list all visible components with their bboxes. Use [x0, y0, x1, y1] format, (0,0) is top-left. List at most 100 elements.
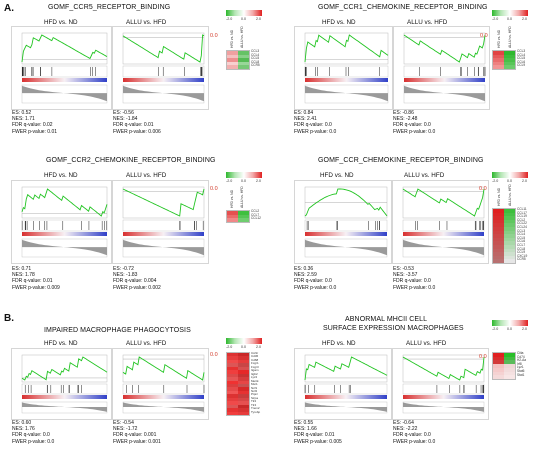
- rank-color-bar: [305, 232, 387, 236]
- scale-min: -2.0: [226, 179, 233, 183]
- es-value: ES: 0.36: [294, 266, 314, 272]
- rank-color-bar: [22, 395, 107, 399]
- gsea-svg: [21, 32, 108, 104]
- heatmap-cell: [238, 54, 249, 59]
- heatmap-gene-list: Csf1r Cd36 Cd68 Fcgr1 Fcgr3 Itgam Itgb2 Lyz2 Mer…: [251, 351, 260, 414]
- scale-min: -2.0: [492, 17, 499, 21]
- heatmap-cell: [238, 408, 249, 412]
- heatmap-cell: [227, 370, 238, 374]
- heatmap: [226, 352, 250, 416]
- stats-block: ES: -0.56 NES: -1.84 FDR q-value: 0.01 F…: [113, 110, 161, 135]
- panel-title: GOMF_CCR1_CHEMOKINE_RECEPTOR_BINDING: [318, 4, 488, 11]
- heatmap-gene-list: CCL3 CCL4 CCL5 CCL6 CCL9: [517, 49, 526, 68]
- heatmap-cell: [227, 411, 238, 415]
- heatmap-cell: [238, 363, 249, 367]
- heatmap-cell: [493, 230, 504, 235]
- nes-value: NES: -1.83: [113, 272, 138, 279]
- comparison-label: HFD vs. ND: [44, 19, 78, 26]
- scale-max: 2.0: [522, 327, 527, 331]
- heatmap-cell: [227, 408, 238, 412]
- rank-color-bar: [123, 78, 204, 82]
- gsea-plot: [294, 26, 393, 110]
- gsea-plot: [112, 26, 209, 110]
- gsea-svg: [402, 354, 485, 414]
- ranked-metric-area: [404, 85, 485, 102]
- gene-label: CCL4: [517, 52, 526, 57]
- gene-label: Cd36: [251, 354, 259, 359]
- nes-value: NES: 2.59: [294, 272, 317, 279]
- stats-block: ES: -0.54 NES: -1.72 FDR q-value: 0.001 …: [113, 420, 161, 445]
- panel-title-line-1: ABNORMAL MHCII CELL: [345, 316, 428, 323]
- heatmap-cell: [504, 65, 515, 69]
- heatmap-cell: [238, 377, 249, 381]
- color-scale-bar: [492, 320, 528, 326]
- es-value: ES: -0.53: [393, 266, 414, 272]
- panel-title: GOMF_CCR_CHEMOKINE_RECEPTOR_BINDING: [318, 157, 484, 164]
- heatmap-cell: [504, 248, 515, 253]
- fdr-value: FDR q-value: 0.0: [393, 278, 431, 285]
- fdr-value: FDR q-value: 0.0: [393, 122, 431, 129]
- scale-max: 2.0: [522, 17, 527, 21]
- fwer-value: FWER p-value: 0.002: [113, 284, 161, 291]
- heatmap-cell: [493, 209, 504, 213]
- heatmap-cell: [227, 353, 238, 357]
- heatmap-cell: [238, 61, 249, 66]
- es-value: ES: 0.84: [294, 110, 314, 116]
- fwer-value: FWER p-value: 0.0: [294, 128, 337, 135]
- heatmap-cell: [504, 375, 515, 379]
- es-value: ES: 0.60: [12, 420, 32, 426]
- comparison-label: ALLU vs. HFD: [407, 19, 448, 26]
- stats-block: ES: 0.60 NES: 1.76 FDR q-value: 0.0 FWER…: [12, 420, 54, 445]
- gsea-plot: [392, 180, 489, 264]
- gene-label: H2-Aa: [517, 358, 527, 363]
- fwer-value: FWER p-value: 0.0: [294, 284, 337, 291]
- gene-label: Sirpa: [251, 395, 259, 400]
- heatmap-cell: [504, 237, 515, 242]
- fwer-value: FWER p-value: 0.001: [113, 438, 161, 445]
- stats-block: ES: -0.53 NES: -3.57 FDR q-value: 0.0 FW…: [393, 266, 435, 291]
- gene-label: CCL24: [517, 224, 527, 229]
- heatmap-cell: [227, 363, 238, 367]
- nes-value: NES: 1.76: [12, 426, 35, 433]
- panel-title: GOMF_CCR5_RECEPTOR_BINDING: [48, 4, 171, 11]
- comparison-label: ALLU vs. HFD: [126, 340, 167, 347]
- fwer-value: FWER p-value: 0.0: [393, 128, 436, 135]
- scale-max: 2.0: [522, 179, 527, 183]
- scale-max: 2.0: [256, 345, 261, 349]
- running-es-curve: [402, 356, 485, 381]
- gene-label: Tlr2: [251, 399, 257, 404]
- es-value: ES: -0.56: [113, 110, 134, 116]
- nes-value: NES: -2.22: [393, 426, 418, 433]
- heatmap-cell: [493, 241, 504, 245]
- gene-label: Tlr4: [251, 402, 257, 407]
- color-scale-bar: [226, 172, 262, 178]
- running-es-curve: [122, 356, 205, 381]
- heatmap: [226, 50, 250, 70]
- fwer-value: FWER p-value: 0.009: [12, 284, 60, 291]
- es-value: ES: 0.55: [294, 420, 314, 426]
- heatmap-cell: [227, 218, 238, 222]
- heatmap-cell: [504, 241, 515, 245]
- es-frame: [402, 354, 485, 383]
- heatmap-cell: [493, 252, 504, 256]
- gene-label: CCL4: [517, 232, 526, 237]
- zero-label: 0.0: [210, 33, 218, 39]
- heatmap-cell: [493, 54, 504, 59]
- gene-label: CCL5: [251, 56, 260, 61]
- heatmap-cell: [504, 219, 515, 224]
- heatmap-cell: [504, 216, 515, 220]
- heatmap-cell: [493, 226, 504, 231]
- heatmap-cell: [238, 58, 249, 62]
- gene-label: Ptprc: [251, 392, 259, 397]
- heatmap-cell: [227, 387, 238, 391]
- heatmap-cell: [238, 404, 249, 409]
- gene-label: Lyz1: [517, 365, 524, 370]
- heatmap-cell: [227, 390, 238, 395]
- zero-label: 0.0: [210, 186, 218, 192]
- ranked-metric-area: [123, 402, 204, 412]
- heatmap-cell: [493, 234, 504, 238]
- gsea-svg: [21, 186, 108, 258]
- fdr-value: FDR q-value: 0.0: [294, 278, 332, 285]
- heatmap-cell: [238, 411, 249, 415]
- gene-label: CCL9: [517, 250, 526, 255]
